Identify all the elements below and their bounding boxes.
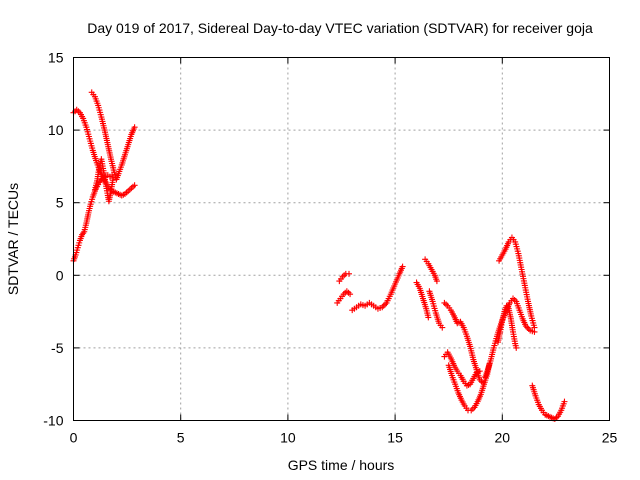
x-tick-label: 25 xyxy=(602,430,618,446)
x-tick-label: 10 xyxy=(280,430,296,446)
x-tick-label: 5 xyxy=(177,430,185,446)
data-point xyxy=(513,344,520,351)
x-tick-label: 15 xyxy=(387,430,403,446)
axis-ticks: 0 5 10 15 20 25 -10 -5 0 5 10 15 xyxy=(43,50,617,446)
y-tick-label: 5 xyxy=(56,195,64,211)
y-tick-label: -10 xyxy=(43,413,63,429)
data-point xyxy=(346,270,353,277)
data-point xyxy=(399,263,406,270)
data-point xyxy=(110,175,117,182)
data-point xyxy=(425,314,432,321)
x-tick-label: 0 xyxy=(70,430,78,446)
data-point xyxy=(561,398,568,405)
data-point xyxy=(531,324,538,331)
y-tick-label: -5 xyxy=(51,340,64,356)
data-points xyxy=(70,89,568,423)
data-point xyxy=(131,182,138,189)
y-tick-label: 10 xyxy=(48,122,64,138)
x-axis-label: GPS time / hours xyxy=(288,457,395,473)
y-tick-label: 15 xyxy=(48,50,64,66)
data-point xyxy=(433,278,440,285)
grid xyxy=(73,57,610,421)
x-tick-label: 20 xyxy=(495,430,511,446)
y-axis-label: SDTVAR / TECUs xyxy=(5,183,21,295)
chart-title: Day 019 of 2017, Sidereal Day-to-day VTE… xyxy=(87,20,593,36)
y-tick-label: 0 xyxy=(56,267,64,283)
data-point xyxy=(131,124,138,131)
data-point xyxy=(347,291,354,298)
plot-frame xyxy=(73,57,610,421)
data-point xyxy=(439,324,446,331)
